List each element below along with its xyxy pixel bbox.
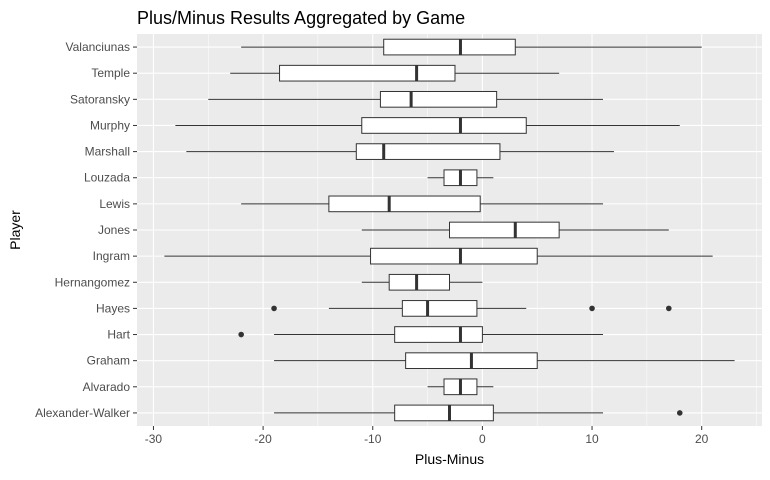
y-tick-label-hernangomez: Hernangomez [55,275,130,289]
whiskers [164,46,735,414]
x-axis-title: Plus-Minus [415,451,484,467]
y-tick-label-valanciunas: Valanciunas [66,40,131,54]
y-axis: Valanciunas Temple Satoransky Murphy Marshal… [35,40,137,420]
y-tick-label-satoransky: Satoransky [70,92,130,106]
box-valanciunas [383,38,516,56]
box-hayes [401,300,478,317]
y-tick-label-alexander-walker: Alexander-Walker [35,406,130,420]
y-axis-title: Player [7,210,23,250]
y-tick-label-jones: Jones [98,223,130,237]
box-alexander-walker [394,404,494,422]
y-tick-label-temple: Temple [91,66,130,80]
outliers [238,305,683,416]
y-tick-label-marshall: Marshall [85,145,130,159]
y-tick-label-murphy: Murphy [90,118,130,132]
box-satoransky [379,90,498,108]
box-hart [394,326,483,343]
chart-title: Plus/Minus Results Aggregated by Game [137,8,465,28]
box-temple [279,64,456,82]
outlier-point-hayes [665,305,672,312]
y-tick-label-louzada: Louzada [84,171,130,185]
box-murphy [361,117,527,134]
y-tick-label-graham: Graham [87,354,130,368]
x-tick-label: -10 [364,432,382,446]
box-jones [449,221,560,239]
outlier-point-hart [238,331,244,338]
outlier-point-hayes [271,305,277,312]
y-tick-label-lewis: Lewis [99,197,130,211]
outlier-point-alexander-walker [676,410,683,416]
x-tick-label: 10 [585,432,599,446]
outlier-point-hayes [589,305,595,312]
y-tick-label-alvarado: Alvarado [83,380,131,394]
box-ingram [370,247,538,265]
x-axis: -30 -20 -10 0 10 20 [145,426,709,446]
box-lewis [328,195,481,213]
x-tick-label: 0 [479,432,486,446]
y-tick-label-hayes: Hayes [96,301,130,315]
box-marshall [355,143,501,160]
box-hernangomez [388,273,451,291]
x-tick-label: -20 [254,432,272,446]
x-tick-label: 20 [695,432,709,446]
boxes [279,38,560,422]
y-tick-label-ingram: Ingram [93,249,130,263]
y-tick-label-hart: Hart [107,328,130,342]
x-tick-label: -30 [145,432,163,446]
